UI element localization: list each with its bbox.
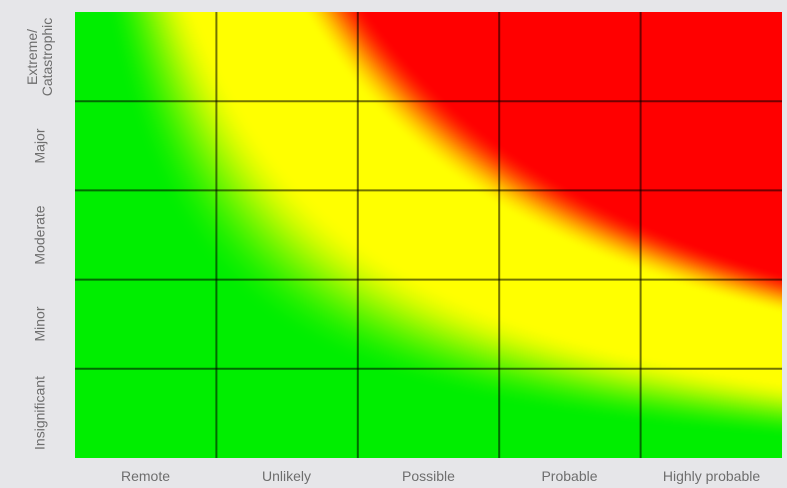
y-tick-label-extreme-catastrophic: Extreme/ Catastrophic — [24, 17, 55, 97]
y-tick-label-insignificant: Insignificant — [31, 376, 48, 450]
x-tick-label-possible: Possible — [402, 468, 455, 484]
x-tick-label-unlikely: Unlikely — [261, 468, 311, 484]
y-tick-label-minor: Minor — [31, 306, 48, 342]
risk-heatmap — [75, 12, 782, 458]
y-tick-label-major: Major — [31, 128, 48, 164]
grid-lines — [75, 12, 782, 458]
x-tick-label-highly-probable: Highly probable — [662, 468, 761, 484]
x-tick-label-probable: Probable — [541, 468, 598, 484]
x-tick-label-remote: Remote — [120, 468, 171, 484]
y-tick-label-moderate: Moderate — [31, 205, 48, 265]
